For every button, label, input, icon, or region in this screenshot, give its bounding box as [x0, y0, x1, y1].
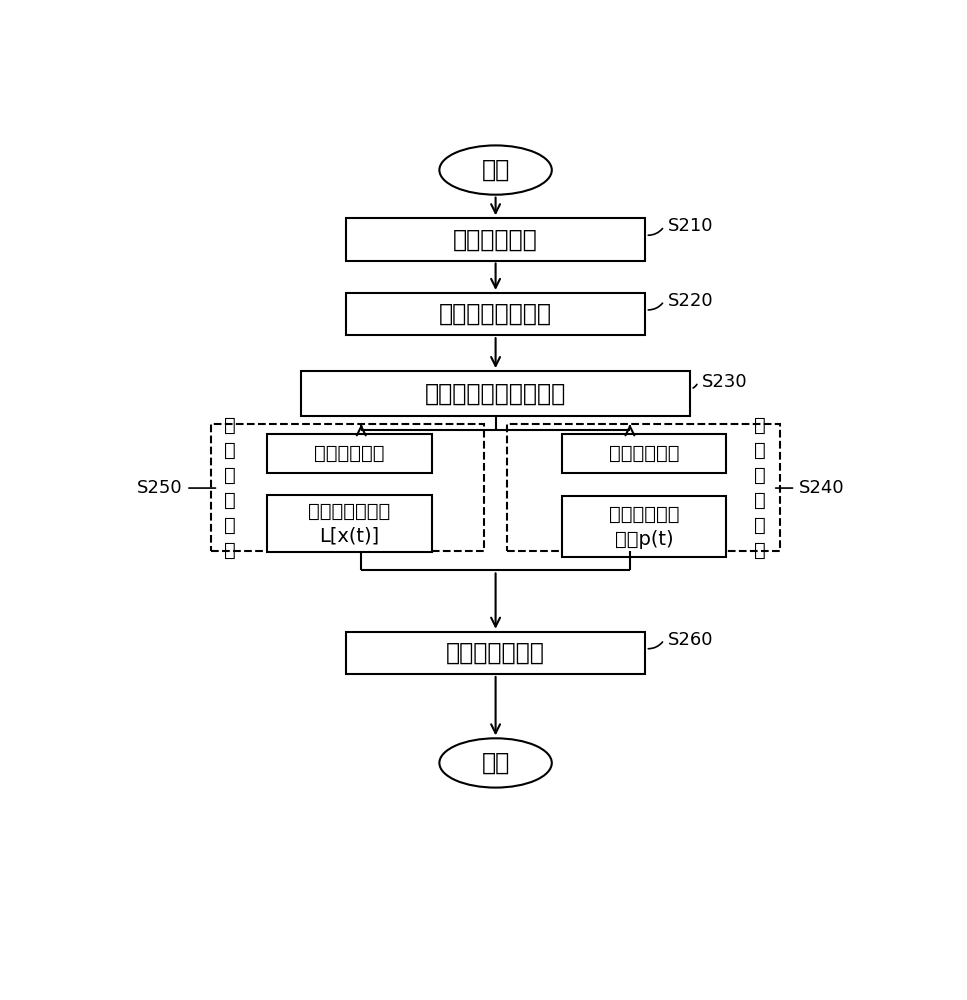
Ellipse shape — [439, 738, 552, 788]
Bar — [267, 495, 432, 552]
Bar — [211, 424, 484, 551]
Text: 构建损失函数: 构建损失函数 — [314, 444, 385, 463]
Bar — [346, 632, 646, 674]
Text: S220: S220 — [668, 292, 714, 310]
Text: S240: S240 — [799, 479, 845, 497]
Text: 概
率
动
态
分
析: 概 率 动 态 分 析 — [754, 416, 766, 560]
Text: 计算剩余时间: 计算剩余时间 — [608, 444, 679, 463]
Text: 计算事故发生
概率p(t): 计算事故发生 概率p(t) — [608, 505, 679, 549]
Text: 结束: 结束 — [482, 751, 510, 775]
Text: 后
果
动
态
分
析: 后 果 动 态 分 析 — [223, 416, 235, 560]
Bar — [267, 434, 432, 473]
Text: 事故发生总风险: 事故发生总风险 — [446, 641, 545, 665]
Text: S210: S210 — [668, 217, 714, 235]
Text: 辨识事故关键参数: 辨识事故关键参数 — [439, 302, 552, 326]
Text: S250: S250 — [136, 479, 183, 497]
Text: S260: S260 — [668, 631, 714, 649]
Text: 开始: 开始 — [482, 158, 510, 182]
Ellipse shape — [439, 145, 552, 195]
Bar — [507, 424, 780, 551]
Text: S230: S230 — [702, 373, 747, 391]
Text: 计算实际损失值
L[x(t)]: 计算实际损失值 L[x(t)] — [308, 501, 391, 545]
Bar — [301, 371, 690, 416]
Text: 实时监测事故关键参数: 实时监测事故关键参数 — [425, 381, 567, 405]
Bar — [562, 496, 726, 557]
Text: 分析事故场景: 分析事故场景 — [454, 227, 538, 251]
Bar — [346, 293, 646, 335]
Bar — [562, 434, 726, 473]
Bar — [346, 218, 646, 261]
